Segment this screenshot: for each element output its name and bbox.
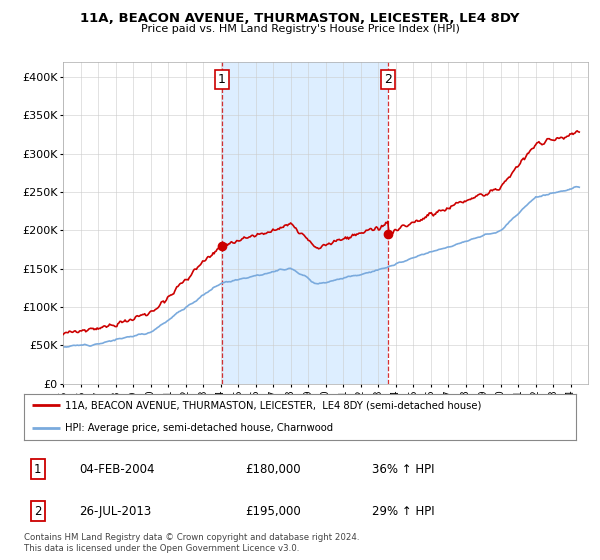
Text: HPI: Average price, semi-detached house, Charnwood: HPI: Average price, semi-detached house,… [65,423,334,433]
Text: 36% ↑ HPI: 36% ↑ HPI [372,463,434,475]
Text: 04-FEB-2004: 04-FEB-2004 [79,463,155,475]
Text: £195,000: £195,000 [245,505,301,518]
Text: 29% ↑ HPI: 29% ↑ HPI [372,505,434,518]
Text: 1: 1 [218,73,226,86]
Text: 26-JUL-2013: 26-JUL-2013 [79,505,151,518]
Text: 2: 2 [384,73,392,86]
Text: 1: 1 [34,463,41,475]
Text: 11A, BEACON AVENUE, THURMASTON, LEICESTER, LE4 8DY: 11A, BEACON AVENUE, THURMASTON, LEICESTE… [80,12,520,25]
Text: Price paid vs. HM Land Registry's House Price Index (HPI): Price paid vs. HM Land Registry's House … [140,24,460,34]
Text: Contains HM Land Registry data © Crown copyright and database right 2024.
This d: Contains HM Land Registry data © Crown c… [24,533,359,553]
Text: 11A, BEACON AVENUE, THURMASTON, LEICESTER,  LE4 8DY (semi-detached house): 11A, BEACON AVENUE, THURMASTON, LEICESTE… [65,400,482,410]
Text: 2: 2 [34,505,41,518]
Bar [222,62,388,384]
Text: £180,000: £180,000 [245,463,301,475]
